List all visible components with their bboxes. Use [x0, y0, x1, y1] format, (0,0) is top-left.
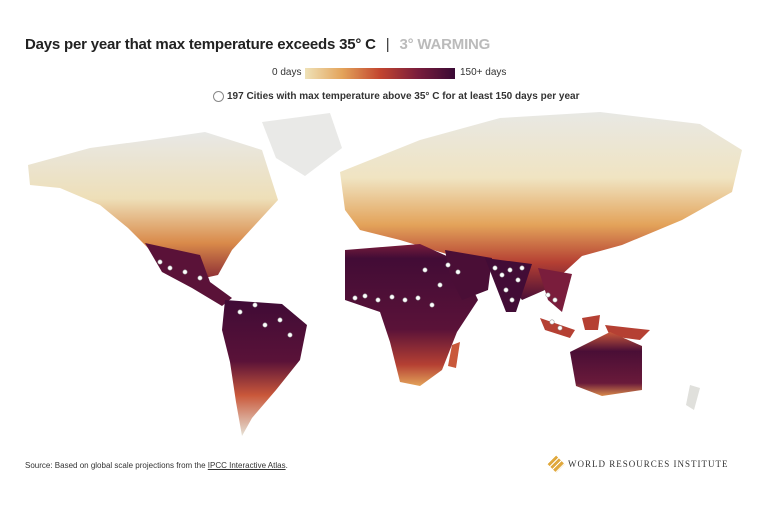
- city-dot: [509, 297, 515, 303]
- legend-gradient: [305, 68, 455, 79]
- australia: [570, 332, 642, 396]
- city-dot: [445, 262, 451, 268]
- city-dot: [182, 269, 188, 275]
- city-dot: [519, 265, 525, 271]
- central-america: [145, 243, 232, 306]
- city-dot: [422, 267, 428, 273]
- city-dot: [515, 277, 521, 283]
- source-prefix: Source: Based on global scale projection…: [25, 461, 208, 470]
- greenland: [262, 113, 342, 176]
- city-dot: [545, 292, 551, 298]
- scenario[interactable]: 3° WARMING: [399, 36, 491, 53]
- city-dot: [492, 265, 498, 271]
- city-dot: [375, 297, 381, 303]
- legend-max: 150+ days: [460, 67, 507, 78]
- city-dot: [429, 302, 435, 308]
- madagascar: [448, 342, 460, 368]
- city-dot: [455, 269, 461, 275]
- city-dot: [352, 295, 358, 301]
- city-dot: [402, 297, 408, 303]
- arabia: [445, 250, 492, 300]
- separator: |: [385, 36, 390, 53]
- southeast-asia: [538, 268, 572, 312]
- new-zealand: [686, 385, 700, 410]
- city-dot: [499, 272, 505, 278]
- india: [485, 258, 532, 312]
- city-dot: [252, 302, 258, 308]
- eurasia: [340, 112, 742, 300]
- city-dot: [362, 293, 368, 299]
- city-dot: [287, 332, 293, 338]
- city-dot: [437, 282, 443, 288]
- city-dot: [503, 287, 509, 293]
- city-dot: [157, 259, 163, 265]
- city-dot: [167, 265, 173, 271]
- cities-legend: 197 Cities with max temperature above 35…: [213, 91, 580, 102]
- city-dot: [549, 319, 555, 325]
- city-dot: [277, 317, 283, 323]
- city-dot: [262, 322, 268, 328]
- city-dots: [157, 259, 563, 338]
- city-icon: [213, 91, 224, 102]
- city-dot: [415, 295, 421, 301]
- city-dot: [507, 267, 513, 273]
- city-dot: [389, 294, 395, 300]
- legend-min: 0 days: [272, 67, 302, 78]
- source-link[interactable]: IPCC Interactive Atlas: [207, 461, 286, 470]
- africa: [345, 244, 478, 386]
- logo-text: WORLD RESOURCES INSTITUTE: [568, 459, 729, 469]
- cities-note: 197 Cities with max temperature above 35…: [227, 91, 580, 102]
- title: Days per year that max temperature excee…: [25, 36, 376, 53]
- city-dot: [237, 309, 243, 315]
- city-dot: [557, 325, 563, 331]
- source: Source: Based on global scale projection…: [25, 461, 288, 470]
- landmasses: [28, 112, 742, 436]
- north-america: [28, 132, 278, 280]
- title-row: Days per year that max temperature excee…: [25, 36, 490, 53]
- logo-mark: [547, 455, 565, 473]
- city-dot: [197, 275, 203, 281]
- south-america: [222, 300, 307, 436]
- heat-map: [28, 112, 742, 436]
- source-suffix: .: [285, 461, 288, 470]
- indonesia: [540, 315, 650, 340]
- city-dot: [552, 297, 558, 303]
- logo[interactable]: WORLD RESOURCES INSTITUTE: [547, 455, 729, 473]
